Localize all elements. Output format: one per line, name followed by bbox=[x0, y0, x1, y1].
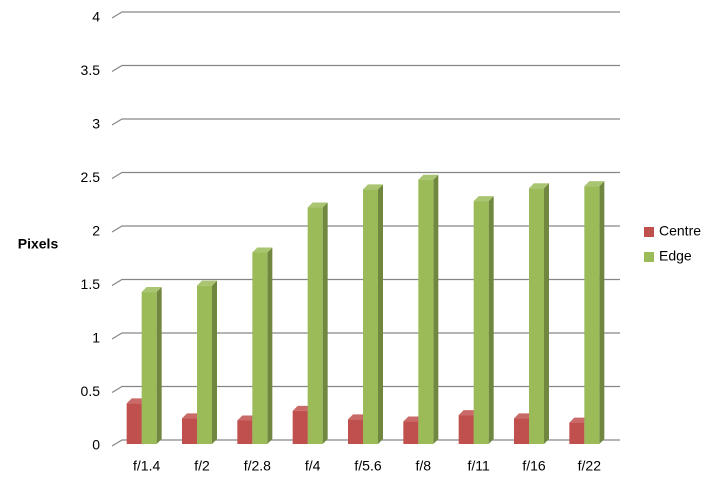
y-tick-label: 2 bbox=[92, 223, 100, 239]
x-tick-label: f/16 bbox=[522, 458, 546, 474]
x-tick-label: f/5.6 bbox=[354, 458, 381, 474]
x-tick-label: f/8 bbox=[416, 458, 432, 474]
y-tick-label: 3 bbox=[92, 116, 100, 132]
y-tick-label: 1 bbox=[92, 330, 100, 346]
grid-line bbox=[111, 439, 620, 447]
y-tick-label: 3.5 bbox=[81, 62, 101, 78]
bar-side bbox=[156, 287, 162, 444]
bar bbox=[529, 188, 544, 444]
bar bbox=[363, 189, 378, 444]
legend-swatch bbox=[644, 227, 654, 237]
grid-line bbox=[111, 332, 620, 340]
grid-line bbox=[111, 278, 620, 287]
grid-line bbox=[111, 64, 620, 73]
bar bbox=[126, 403, 142, 444]
x-tick-label: f/2 bbox=[194, 458, 210, 474]
bar bbox=[514, 418, 529, 444]
bar-side bbox=[544, 183, 549, 444]
x-tick-label: f/11 bbox=[468, 458, 491, 474]
bar bbox=[197, 285, 212, 444]
x-tick-label: f/4 bbox=[305, 458, 321, 474]
y-tick-label: 0 bbox=[92, 437, 100, 453]
bar-side bbox=[599, 181, 605, 444]
y-tick-label: 1.5 bbox=[81, 276, 101, 292]
bar-side bbox=[212, 280, 217, 444]
bar bbox=[403, 421, 419, 444]
bar-top bbox=[363, 184, 383, 190]
grid-line bbox=[111, 171, 620, 180]
bar-top bbox=[252, 247, 273, 253]
bar-top bbox=[418, 174, 439, 180]
grid-line bbox=[111, 11, 620, 19]
y-tick-label: 4 bbox=[92, 9, 100, 25]
legend-label: Centre bbox=[659, 223, 701, 239]
x-tick-label: f/1.4 bbox=[133, 458, 160, 474]
x-tick-label: f/22 bbox=[578, 458, 602, 474]
bar bbox=[584, 186, 600, 444]
legend-swatch bbox=[644, 252, 654, 262]
bar bbox=[348, 419, 363, 444]
x-tick-label: f/2.8 bbox=[244, 458, 271, 474]
bar-top bbox=[529, 183, 549, 189]
bar bbox=[473, 201, 489, 444]
bar-side bbox=[433, 174, 439, 444]
bar bbox=[237, 420, 253, 444]
bar-side bbox=[267, 247, 273, 444]
bar-side bbox=[488, 196, 494, 444]
y-tick-label: 2.5 bbox=[81, 169, 101, 185]
y-tick-label: 0.5 bbox=[81, 383, 101, 399]
bar bbox=[182, 418, 197, 444]
bar-top bbox=[141, 287, 162, 293]
grid-line bbox=[111, 225, 620, 233]
bar bbox=[307, 207, 323, 444]
bar bbox=[418, 179, 434, 444]
bar-top bbox=[473, 196, 494, 202]
bar-top bbox=[307, 202, 328, 208]
bar bbox=[569, 422, 585, 444]
bar bbox=[292, 410, 308, 444]
bar bbox=[141, 292, 157, 444]
grid-line bbox=[111, 385, 620, 394]
bar-side bbox=[322, 202, 328, 444]
bar-top bbox=[197, 280, 217, 286]
bar-side bbox=[378, 184, 383, 444]
bar bbox=[458, 415, 474, 444]
bar bbox=[252, 252, 268, 444]
bar-top bbox=[584, 181, 605, 187]
legend-label: Edge bbox=[659, 248, 692, 264]
grid-line bbox=[111, 118, 620, 126]
y-axis-label: Pixels bbox=[18, 236, 59, 252]
